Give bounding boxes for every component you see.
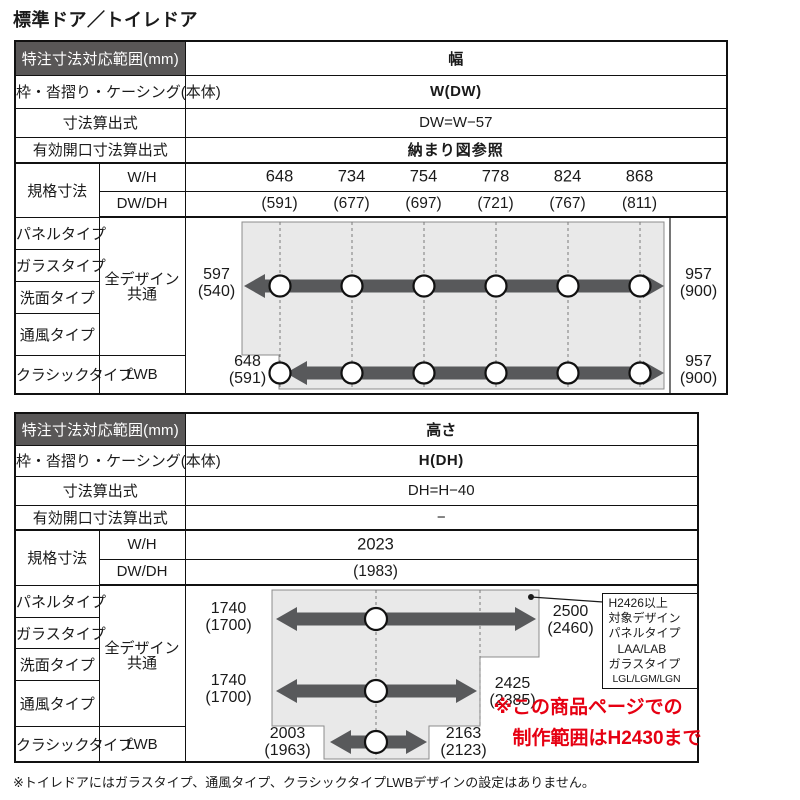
opening-formula-label-cell: 有効開口寸法算出式 [14, 136, 186, 164]
width-shaded-region [241, 221, 665, 390]
wh-size-value: 2023 [357, 535, 394, 554]
dwdh-label-cell: DW/DH [98, 190, 186, 218]
type-classic-cell: クラシックタイプ [14, 726, 133, 763]
width-range-diagram-graphic [241, 218, 671, 393]
height-symbol-cell: H(DH) [184, 444, 699, 477]
height-wh-values-cell: 2023 [184, 529, 699, 560]
range-header-cell: 特注寸法対応範囲(mm) [14, 40, 186, 76]
wh-size-value: 868 [625, 167, 654, 186]
wh-size-value: 648 [265, 167, 294, 186]
formula-label-cell: 寸法算出式 [14, 107, 186, 138]
width-opening-cell: 納まり図参照 [184, 136, 728, 164]
width-range-diagram: 597 (540) 957 (900) 648 (591) 957 (900) [186, 218, 728, 393]
wh-size-value: 734 [337, 167, 366, 186]
size-marker-circle [363, 606, 388, 632]
annotation-leader-line [527, 594, 603, 603]
type-glass-cell: ガラスタイプ [14, 248, 106, 283]
type-washroom-cell: 洗面タイプ [14, 281, 100, 314]
lower-range-max-label: 2425 (2385) [489, 675, 536, 709]
height-shaded-region [271, 589, 540, 760]
lwb-min-label: 648 (591) [228, 353, 267, 387]
lwb-min-label: 2003 (1963) [264, 725, 311, 759]
standard-size-label-cell: 規格寸法 [14, 529, 100, 586]
all-design-cell: 全デザイン 共通 [98, 584, 186, 728]
all-design-line1: 全デザイン [104, 640, 180, 658]
all-design-line2: 共通 [127, 285, 158, 303]
lwb-max-label: 2163 (2123) [440, 725, 487, 759]
lwb-label-cell: LWB [98, 726, 186, 763]
all-design-line1: 全デザイン [104, 270, 180, 288]
lwb-max-label: 957 (900) [679, 353, 718, 387]
all-design-min-label: 597 (540) [197, 266, 236, 300]
upper-range-max-label: 2500 (2460) [547, 603, 594, 637]
wh-label-cell: W/H [98, 529, 186, 560]
page-title: 標準ドア／トイレドア [13, 10, 198, 30]
dwdh-label-cell: DW/DH [98, 558, 186, 586]
size-marker-circle [363, 729, 388, 755]
type-glass-cell: ガラスタイプ [14, 616, 106, 650]
formula-label-cell: 寸法算出式 [14, 475, 186, 506]
height-range-diagram: 1740 (1700) 2500 (2460) 1740 (1700) 2425… [186, 586, 702, 761]
type-classic-cell: クラシックタイプ [14, 355, 133, 395]
height-spec-table: 特注寸法対応範囲(mm) 高さ 枠・沓摺り・ケーシング(本体) H(DH) 寸法… [14, 412, 702, 763]
dwdh-size-value: (767) [549, 194, 586, 212]
width-diagram-cell: 597 (540) 957 (900) 648 (591) 957 (900) [184, 216, 728, 395]
size-marker-circle [363, 678, 388, 704]
all-design-upper-range-arrow [275, 607, 536, 631]
width-wh-values-cell: 648 734 754 778 824 868 [184, 162, 728, 192]
range-header-cell: 特注寸法対応範囲(mm) [14, 412, 186, 446]
type-panel-cell: パネルタイプ [14, 216, 106, 250]
wh-label-cell: W/H [98, 162, 186, 192]
width-dimension-cell: 幅 [184, 40, 728, 76]
wh-size-value: 754 [409, 167, 438, 186]
dwdh-size-value: (1983) [353, 562, 398, 580]
h2426-annotation-box: H2426以上 対象デザイン パネルタイプ LAA/LAB ガラスタイプ LGL… [601, 593, 698, 689]
all-design-cell: 全デザイン 共通 [98, 216, 186, 357]
upper-range-min-label: 1740 (1700) [205, 600, 252, 634]
width-dwdh-values-cell: (591) (677) (697) (721) (767) (811) [184, 190, 728, 218]
dwdh-size-value: (811) [621, 194, 658, 212]
lwb-label-cell: LWB [98, 355, 186, 395]
opening-formula-label-cell: 有効開口寸法算出式 [14, 504, 186, 531]
size-guide-dashed-lines [279, 222, 641, 389]
dwdh-size-value: (721) [477, 194, 514, 212]
frame-label-cell: 枠・沓摺り・ケーシング(本体) [14, 444, 221, 477]
toilet-door-footnote: ※トイレドアにはガラスタイプ、通風タイプ、クラシックタイプLWBデザインの設定は… [13, 775, 595, 790]
height-formula-cell: DH=H−40 [184, 475, 699, 506]
size-marker-circles [267, 361, 652, 385]
all-design-line2: 共通 [127, 655, 158, 673]
type-washroom-cell: 洗面タイプ [14, 648, 100, 681]
dwdh-size-value: (677) [333, 194, 370, 212]
height-dimension-cell: 高さ [184, 412, 699, 446]
type-vent-cell: 通風タイプ [14, 679, 100, 728]
production-range-warning-line1: ※この商品ページでの [493, 697, 683, 718]
height-opening-cell: − [184, 504, 699, 531]
production-range-warning-line2: 制作範囲はH2430まで [512, 728, 702, 749]
type-vent-cell: 通風タイプ [14, 312, 100, 357]
width-symbol-cell: W(DW) [184, 74, 728, 109]
wh-size-value: 824 [553, 167, 582, 186]
height-dwdh-values-cell: (1983) [184, 558, 699, 586]
height-range-diagram-graphic [271, 589, 603, 760]
all-design-max-label: 957 (900) [679, 266, 718, 300]
lower-range-min-label: 1740 (1700) [205, 672, 252, 706]
width-spec-table: 特注寸法対応範囲(mm) 幅 枠・沓摺り・ケーシング(本体) W(DW) 寸法算… [14, 40, 729, 395]
dwdh-size-value: (591) [261, 194, 298, 212]
frame-label-cell: 枠・沓摺り・ケーシング(本体) [14, 74, 221, 109]
width-formula-cell: DW=W−57 [184, 107, 728, 138]
wh-size-value: 778 [481, 167, 510, 186]
size-marker-circles [267, 274, 652, 298]
type-panel-cell: パネルタイプ [14, 584, 106, 618]
height-diagram-cell: 1740 (1700) 2500 (2460) 1740 (1700) 2425… [184, 584, 702, 763]
standard-size-label-cell: 規格寸法 [14, 162, 100, 218]
dwdh-size-value: (697) [405, 194, 442, 212]
